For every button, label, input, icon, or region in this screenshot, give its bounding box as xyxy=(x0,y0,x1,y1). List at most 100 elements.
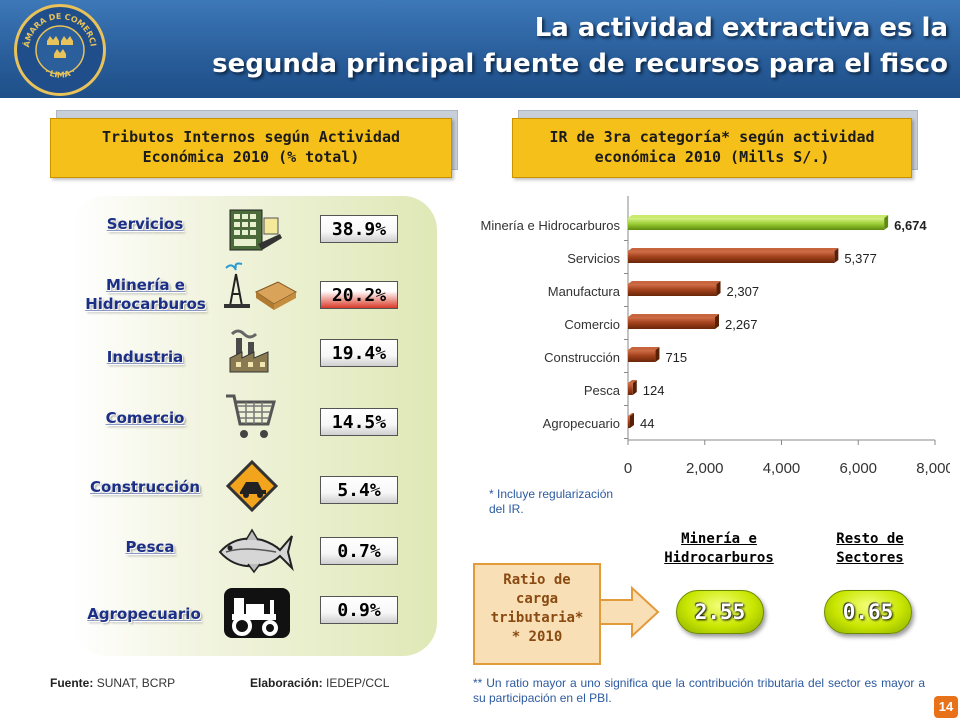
data-label: 2,307 xyxy=(727,284,760,299)
bar-top xyxy=(628,248,839,251)
category-label: Servicios xyxy=(567,251,620,266)
x-tick-label: 0 xyxy=(624,460,632,477)
source-fuente: Fuente: SUNAT, BCRP xyxy=(50,676,175,690)
logo: CÁMARA DE COMERCIO · LIMA · xyxy=(14,4,106,96)
chart-footnote: * Incluye regularización del IR. xyxy=(489,487,613,517)
sector-label-mineria-line-2: Hidrocarburos xyxy=(85,295,206,313)
right-section-banner: IR de 3ra categoría* según actividad eco… xyxy=(512,118,912,178)
value-servicios: 38.9% xyxy=(320,215,398,243)
source-elab-label: Elaboración: xyxy=(250,676,323,690)
sector-label-agropecuario: Agropecuario xyxy=(87,605,201,623)
left-banner-line-1: Tributos Internos según Actividad xyxy=(101,128,400,146)
bar xyxy=(628,317,715,329)
ratio-box-line-2: carga xyxy=(515,591,559,607)
value-pesca: 0.7% xyxy=(320,537,398,565)
bar xyxy=(628,383,633,395)
ratio-value-mineria: 2.55 xyxy=(676,590,764,634)
ratio-header-resto-line-1: Resto de xyxy=(836,531,904,547)
sector-label-construccion: Construcción xyxy=(89,478,201,496)
value-industria: 19.4% xyxy=(320,339,398,367)
construction-sign-icon xyxy=(225,459,279,517)
page-number-badge: 14 xyxy=(934,696,958,718)
data-label: 44 xyxy=(640,416,654,431)
source-elaboracion: Elaboración: IEDEP/CCL xyxy=(250,676,389,690)
sector-label-industria: Industria xyxy=(106,348,184,366)
bar xyxy=(628,218,885,230)
bar xyxy=(628,284,717,296)
bar-top xyxy=(628,281,721,284)
data-label: 124 xyxy=(643,383,665,398)
bar-depth xyxy=(884,215,889,230)
sector-label-mineria: Minería e Hidrocarburos xyxy=(78,276,213,314)
source-elab-value: IEDEP/CCL xyxy=(326,676,390,690)
ratio-header-mineria-line-1: Minería e xyxy=(681,531,757,547)
bar-depth xyxy=(655,347,660,362)
svg-text:· LIMA ·: · LIMA · xyxy=(43,67,77,80)
bar-top xyxy=(628,413,634,416)
left-section-banner: Tributos Internos según Actividad Económ… xyxy=(50,118,452,178)
sector-label-comercio: Comercio xyxy=(105,409,185,427)
bar-depth xyxy=(834,248,839,263)
title-line-1: La actividad extractiva es la xyxy=(534,13,948,43)
factory-icon xyxy=(228,328,276,379)
bar-depth xyxy=(630,413,634,428)
category-label: Comercio xyxy=(564,317,620,332)
tractor-icon xyxy=(222,586,292,645)
data-label: 715 xyxy=(665,350,687,365)
sector-label-mineria-line-1: Minería e xyxy=(106,276,185,294)
x-tick-label: 6,000 xyxy=(839,460,877,477)
x-tick-label: 4,000 xyxy=(763,460,801,477)
ratio-header-mineria: Minería e Hidrocarburos xyxy=(652,530,786,568)
source-fuente-value: SUNAT, BCRP xyxy=(96,676,176,690)
sector-label-pesca: Pesca xyxy=(125,538,175,556)
shopping-cart-icon xyxy=(224,390,276,447)
bar-top xyxy=(628,215,889,218)
value-mineria: 20.2% xyxy=(320,281,398,309)
chart-footnote-line-2: del IR. xyxy=(489,502,524,516)
ratio-box-line-3: tributaria* xyxy=(490,610,584,626)
bar-depth xyxy=(716,281,721,296)
bar xyxy=(628,350,656,362)
bar-depth xyxy=(632,380,637,395)
data-label: 2,267 xyxy=(725,317,758,332)
right-banner-line-1: IR de 3ra categoría* según actividad xyxy=(549,128,875,146)
source-fuente-label: Fuente: xyxy=(50,676,94,690)
page-title: La actividad extractiva es la segunda pr… xyxy=(212,10,948,82)
ratio-label-box: Ratio de carga tributaria* * 2010 xyxy=(473,563,601,665)
data-label: 5,377 xyxy=(844,251,877,266)
category-label: Agropecuario xyxy=(543,416,620,431)
fish-icon xyxy=(216,528,294,579)
ir-bar-chart: 0 2,000 4,000 6,000 8,000 Minería e Hidrocarb… xyxy=(481,196,950,477)
chart-footnote-line-1: * Incluye regularización xyxy=(489,487,614,501)
x-tick-label: 2,000 xyxy=(686,460,724,477)
ratio-value-resto: 0.65 xyxy=(824,590,912,634)
three-crowns-icon: CÁMARA DE COMERCIO · LIMA · xyxy=(17,7,98,80)
ratio-box-line-4: * 2010 xyxy=(511,629,563,645)
category-label: Manufactura xyxy=(548,284,621,299)
category-label: Construcción xyxy=(544,350,620,365)
right-banner-line-2: económica 2010 (Mills S/.) xyxy=(594,148,830,166)
ratio-header-resto: Resto de Sectores xyxy=(820,530,920,568)
value-construccion: 5.4% xyxy=(320,476,398,504)
data-label: 6,674 xyxy=(894,218,927,233)
bar-top xyxy=(628,314,719,317)
ratio-box-line-1: Ratio de xyxy=(503,572,571,588)
sector-label-servicios: Servicios xyxy=(106,215,184,233)
calculator-icon xyxy=(228,208,284,259)
value-comercio: 14.5% xyxy=(320,408,398,436)
ratio-footnote: ** Un ratio mayor a uno significa que la… xyxy=(473,676,925,705)
ratio-header-resto-line-2: Sectores xyxy=(836,550,904,566)
header-bar: CÁMARA DE COMERCIO · LIMA · La actividad… xyxy=(0,0,960,98)
left-banner-line-2: Económica 2010 (% total) xyxy=(142,148,360,166)
bar-top xyxy=(628,347,660,350)
title-line-2: segunda principal fuente de recursos par… xyxy=(212,49,948,79)
bar-top xyxy=(628,380,637,383)
x-tick-label: 8,000 xyxy=(916,460,950,477)
bar-depth xyxy=(714,314,719,329)
category-label: Pesca xyxy=(584,383,621,398)
category-label: Minería e Hidrocarburos xyxy=(481,218,621,233)
arrow-right-icon xyxy=(599,586,660,638)
ratio-header-mineria-line-2: Hidrocarburos xyxy=(664,550,774,566)
bar xyxy=(628,251,835,263)
value-agropecuario: 0.9% xyxy=(320,596,398,624)
